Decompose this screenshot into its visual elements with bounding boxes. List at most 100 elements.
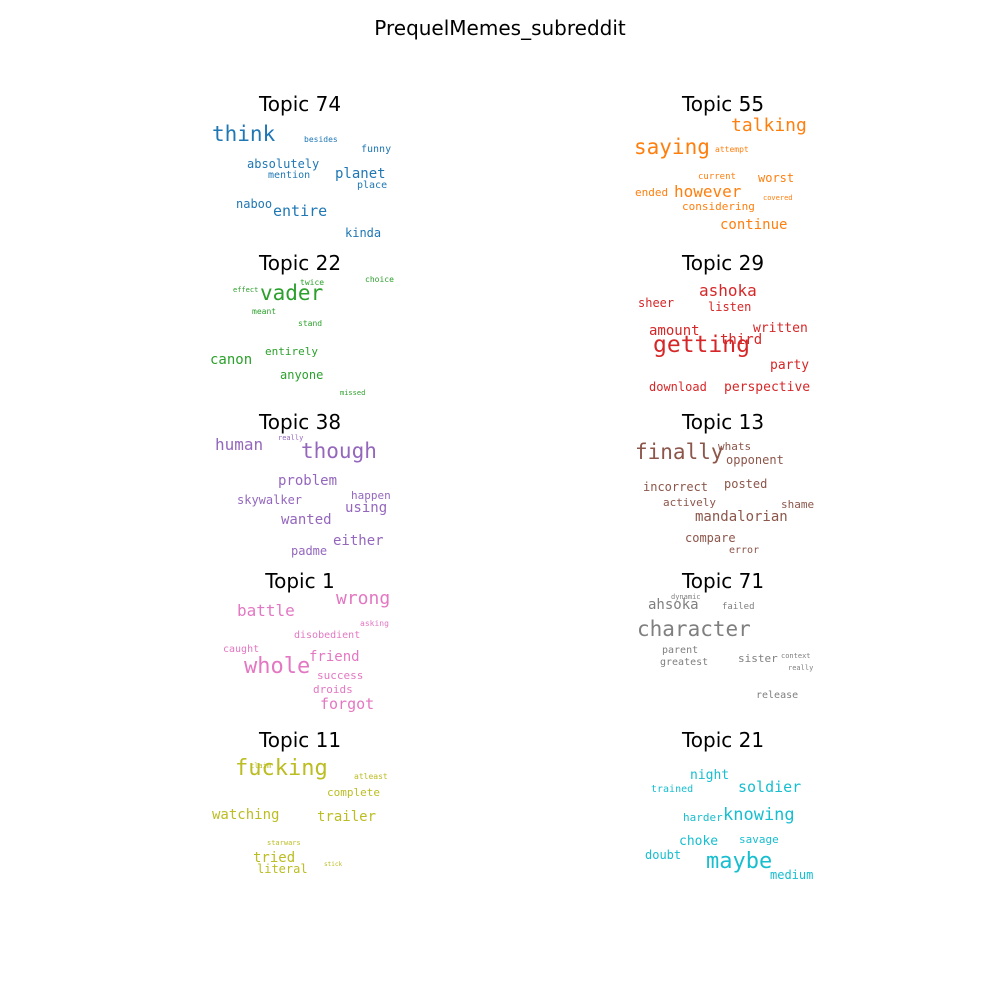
cloud-word: success [317,668,364,682]
cloud-word: problem [278,473,338,489]
cloud-word: claim [250,761,272,770]
cloud-word: getting [653,331,750,358]
cloud-word: current [698,171,736,182]
cloud-word: tried [253,850,296,866]
cloud-word: however [674,182,742,201]
cloud-word: continue [720,217,788,233]
topic-title: Topic 1 [265,569,335,593]
topic-panel: Topic 1 whole wrong battle forgot friend succe… [180,569,420,724]
cloud-word: error [729,545,760,556]
cloud-word: release [756,690,799,701]
cloud-word: twice [300,278,325,287]
cloud-word: ahsoka [648,597,699,613]
cloud-word: anyone [280,368,324,382]
cloud-word: character [637,616,751,641]
cloud-word: choke [679,833,719,849]
topic-title: Topic 13 [681,410,765,434]
cloud-word: happen [351,488,391,502]
cloud-word: human [215,435,264,454]
cloud-word: funny [361,144,392,155]
topic-title: Topic 74 [258,92,342,116]
cloud-word: wrong [336,588,391,609]
cloud-word: context [781,651,811,660]
cloud-word: worst [758,171,795,185]
cloud-word: atleast [354,772,388,781]
cloud-word: soldier [738,777,802,796]
cloud-word: canon [210,352,253,368]
topic-panel: Topic 22 vader canon anyone entirely twice cho… [180,251,420,406]
cloud-word: stand [298,319,323,328]
cloud-word: written [753,320,808,336]
cloud-word: sheer [638,296,675,310]
cloud-word: choice [365,275,394,284]
cloud-word: whole [244,654,311,679]
cloud-word: complete [327,785,380,799]
cloud-word: greatest [660,657,709,668]
cloud-word: either [333,533,384,549]
cloud-word: though [301,438,377,463]
cloud-word: entire [273,201,328,220]
cloud-word: considering [682,199,755,213]
cloud-word: meant [252,307,277,316]
cloud-word: party [770,357,810,373]
cloud-word: really [788,663,814,672]
cloud-word: disobedient [294,630,361,641]
cloud-word: doubt [645,848,682,862]
figure-title: PrequelMemes_subreddit [374,16,626,40]
cloud-word: naboo [236,197,273,211]
cloud-word: skywalker [237,493,303,507]
cloud-word: covered [763,193,793,202]
cloud-word: forgot [320,694,375,713]
cloud-word: third [720,332,763,348]
cloud-word: listen [708,300,752,314]
cloud-word: wanted [281,512,332,528]
cloud-word: padme [291,544,328,558]
cloud-word: stick [324,861,343,868]
cloud-word: download [649,380,707,394]
cloud-word: saying [634,134,710,159]
cloud-word: actively [663,495,716,509]
cloud-word: dynamic [671,592,701,601]
cloud-word: missed [340,388,366,397]
topic-title: Topic 11 [258,728,342,752]
cloud-word: amount [649,323,700,339]
cloud-word: droids [313,682,353,696]
topic-panel: Topic 71 character ahsoka sister release grea… [603,569,843,724]
topic-panel: Topic 13 finally mandalorian opponent incorr… [603,410,843,565]
cloud-word: medium [770,868,814,882]
cloud-word: battle [237,601,295,620]
topic-panel: Topic 38 though human problem wanted either us… [180,410,420,565]
cloud-word: really [278,433,304,442]
topic-title: Topic 55 [681,92,765,116]
cloud-word: effect [233,285,259,294]
cloud-word: entirely [265,344,318,358]
cloud-word: finally [635,439,724,464]
cloud-word: friend [309,649,360,665]
topic-panel: Topic 74 think planet entire absolutely naboo… [180,92,420,247]
cloud-word: using [345,500,388,516]
cloud-word: shame [781,497,815,511]
cloud-word: ashoka [699,281,757,300]
cloud-word: starwars [267,838,301,847]
cloud-word: whats [718,439,752,453]
cloud-word: attempt [715,145,749,154]
cloud-word: incorrect [643,480,709,494]
topic-title: Topic 29 [681,251,765,275]
cloud-word: think [212,121,276,146]
cloud-word: literal [257,862,308,876]
cloud-word: posted [724,477,768,491]
cloud-word: fucking [235,756,328,781]
cloud-word: perspective [724,379,811,395]
cloud-word: mention [268,170,311,181]
cloud-word: kinda [345,226,382,240]
cloud-word: compare [685,531,736,545]
cloud-word: mandalorian [695,509,788,525]
cloud-word: parent [662,645,699,656]
cloud-word: absolutely [247,157,320,171]
topic-panel: Topic 11 fucking watching trailer tried liter… [180,728,420,883]
cloud-word: failed [722,601,755,612]
cloud-word: knowing [723,804,795,825]
topic-panel: Topic 29 getting ashoka amount third written p… [603,251,843,406]
cloud-word: maybe [706,849,773,874]
